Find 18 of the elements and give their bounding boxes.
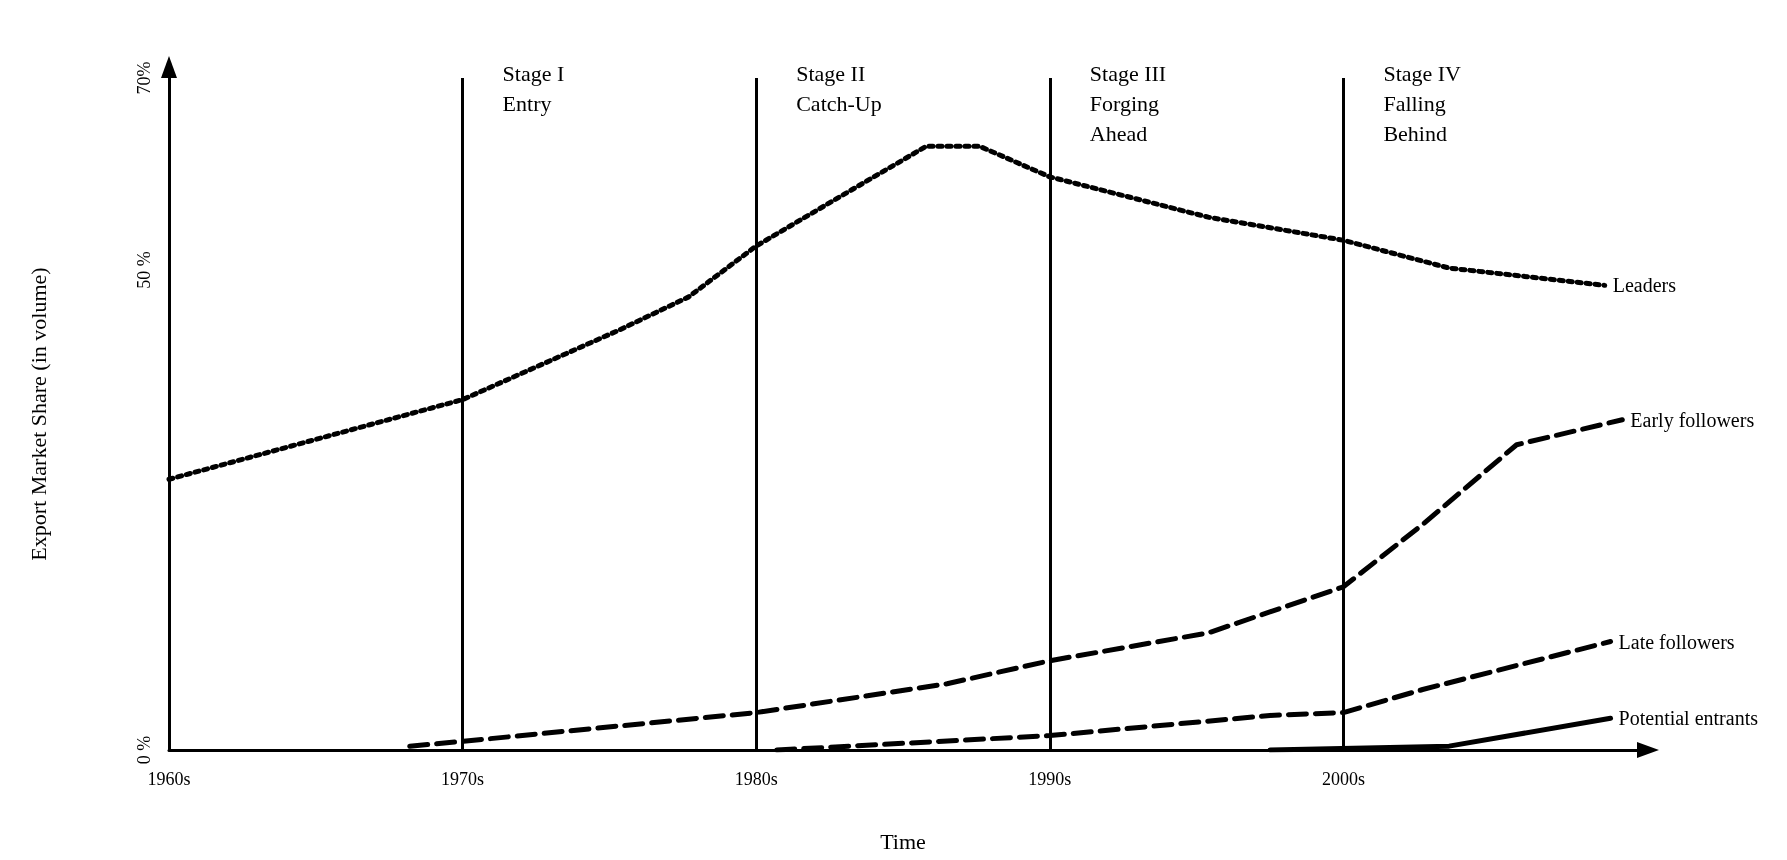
x-axis-title: Time [880,828,926,854]
ref-line-label: Stage IV Falling Behind [1383,60,1462,146]
x-tick-label: 1980s [734,769,778,789]
ref-line-label: Stage III Forging Ahead [1089,60,1167,146]
y-axis-title: Export Market Share (in volume) [25,267,51,561]
y-tick-label: 70% [134,61,154,95]
y-tick-label: 0 % [134,735,154,765]
series-label: Late followers [1618,630,1735,653]
series-label: Leaders [1612,274,1677,297]
ref-line-label: Stage I Entry [502,60,565,116]
series-label: Potential entrants [1618,707,1759,730]
x-tick-label: 2000s [1321,769,1365,789]
ref-line-label: Stage II Catch-Up [796,60,882,116]
x-tick-label: 1970s [441,769,485,789]
x-tick-label: 1990s [1028,769,1072,789]
y-tick-label: 50 % [134,251,154,289]
series-label: Early followers [1630,408,1755,432]
x-tick-label: 1960s [147,769,191,789]
